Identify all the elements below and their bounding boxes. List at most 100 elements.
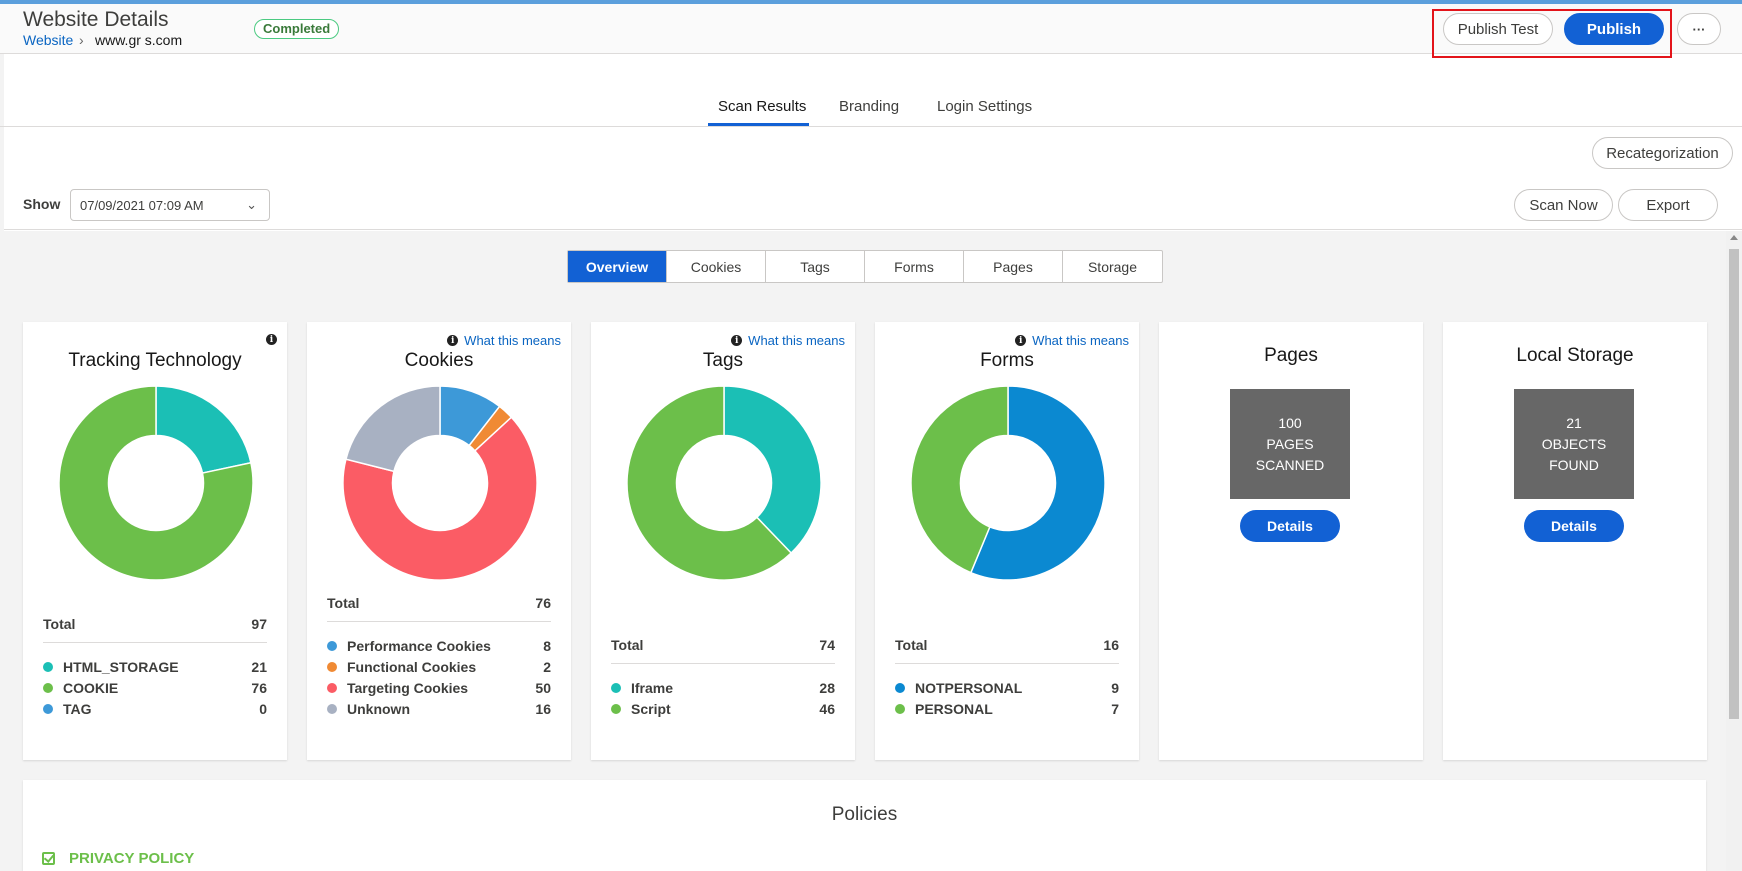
objects-sublabel: FOUND (1549, 456, 1599, 473)
info-icon: i (731, 335, 743, 346)
legend-value: 0 (259, 700, 267, 717)
privacy-policy-item[interactable]: PRIVACY POLICY (42, 850, 194, 867)
legend-label: Performance Cookies (347, 637, 491, 654)
total-value: 76 (535, 595, 551, 611)
scan-now-button[interactable]: Scan Now (1514, 189, 1613, 221)
legend-value: 28 (819, 679, 835, 696)
legend-item: Functional Cookies 2 (327, 656, 551, 677)
legend-item: Unknown 16 (327, 698, 551, 719)
info-icon: i (1015, 335, 1027, 346)
donut-slice-script[interactable] (626, 385, 793, 581)
scan-date-select[interactable]: 07/09/2021 07:09 AM ⌄ (70, 189, 270, 221)
tracking-donut-chart[interactable] (57, 384, 255, 582)
export-button[interactable]: Export (1618, 189, 1718, 221)
cookies-donut-chart[interactable] (341, 384, 539, 582)
what-this-means-link[interactable]: i What this means (447, 333, 561, 348)
legend-dot-icon (43, 703, 53, 714)
legend-value: 16 (535, 700, 551, 717)
pages-card: Pages 100 PAGES SCANNED Details (1159, 322, 1423, 760)
breadcrumb-website-link[interactable]: Website (23, 32, 74, 48)
subtab-storage[interactable]: Storage (1087, 258, 1138, 275)
legend-label: PERSONAL (915, 700, 993, 717)
highlight-box (1432, 9, 1672, 58)
chevron-down-icon: ⌄ (246, 197, 257, 212)
breadcrumb-current: www.gr s.com (95, 32, 183, 48)
legend: HTML_STORAGE 21 COOKIE 76 TAG 0 (43, 656, 267, 719)
publish-button[interactable]: Publish (1564, 13, 1664, 45)
pages-scanned-box: 100 PAGES SCANNED (1230, 389, 1350, 499)
show-label: Show (23, 196, 61, 212)
tags-donut-chart[interactable] (625, 384, 823, 582)
storage-details-button[interactable]: Details (1524, 510, 1624, 542)
subtab-pages[interactable]: Pages (964, 251, 1063, 282)
card-title: Tracking Technology (68, 350, 242, 371)
legend-item: Performance Cookies 8 (327, 635, 551, 656)
legend: Iframe 28 Script 46 (611, 677, 835, 719)
total-row: Total 97 (43, 616, 267, 643)
donut-slice-unknown[interactable] (345, 385, 441, 473)
total-row: Total 74 (611, 637, 835, 664)
subtab-forms[interactable]: Forms (865, 251, 964, 282)
legend-dot-icon (327, 661, 337, 672)
legend-value: 21 (251, 658, 267, 675)
scrollbar-thumb[interactable] (1729, 249, 1739, 719)
legend-value: 8 (543, 637, 551, 654)
tab-scan-results[interactable]: Scan Results (718, 98, 807, 115)
top-accent-stripe (0, 0, 1742, 4)
objects-found-box: 21 OBJECTS FOUND (1514, 389, 1634, 499)
info-icon[interactable]: i (266, 334, 277, 345)
legend-dot-icon (327, 640, 337, 651)
main-tabs: Scan Results Branding Login Settings (0, 94, 1742, 127)
legend: NOTPERSONAL 9 PERSONAL 7 (895, 677, 1119, 719)
donut-slice-iframe[interactable] (723, 385, 822, 555)
legend-label: HTML_STORAGE (63, 658, 179, 675)
overview-content (4, 231, 1726, 871)
total-value: 97 (251, 616, 267, 632)
subtab-overview[interactable]: Overview (568, 251, 667, 282)
page-title: Website Details (23, 8, 169, 31)
cookies-card: i What this means Cookies Total 76 Perfo… (307, 322, 571, 760)
left-edge (0, 4, 4, 871)
forms-donut-chart[interactable] (909, 384, 1107, 582)
card-title: Tags (702, 350, 744, 371)
donut-slice-personal[interactable] (910, 385, 1009, 574)
donut-slice-targeting-cookies[interactable] (342, 416, 538, 581)
donut-slice-cookie[interactable] (58, 385, 254, 581)
total-label: Total (895, 637, 928, 653)
subtab-cookies[interactable]: Cookies (667, 251, 766, 282)
tracking-technology-card: i Tracking Technology Total 97 HTML_STOR… (23, 322, 287, 760)
policies-section: Policies PRIVACY POLICY (23, 780, 1706, 871)
tab-branding[interactable]: Branding (839, 98, 900, 115)
tab-login-settings[interactable]: Login Settings (937, 98, 1033, 115)
info-icon: i (447, 335, 459, 346)
checkbox-checked-icon (42, 852, 55, 865)
pages-details-button[interactable]: Details (1240, 510, 1340, 542)
legend-label: NOTPERSONAL (915, 679, 1023, 696)
what-this-means-link[interactable]: i What this means (1015, 333, 1129, 348)
legend-label: Script (631, 700, 671, 717)
filter-bar: Show 07/09/2021 07:09 AM ⌄ (4, 185, 1742, 230)
donut-slice-html-storage[interactable] (155, 385, 252, 474)
legend-dot-icon (611, 703, 621, 714)
what-this-means-link[interactable]: i What this means (731, 333, 845, 348)
scrollbar[interactable] (1726, 231, 1742, 871)
overview-subtabs: Overview Cookies Tags Forms Pages Storag… (567, 250, 1163, 283)
objects-count: 21 (1566, 414, 1582, 431)
publish-test-button[interactable]: Publish Test (1443, 13, 1553, 45)
legend-dot-icon (611, 682, 621, 693)
legend-value: 46 (819, 700, 835, 717)
subtab-tags[interactable]: Tags (766, 251, 865, 282)
legend-label: TAG (63, 700, 92, 717)
legend: Performance Cookies 8 Functional Cookies 2 T… (327, 635, 551, 719)
donut-slice-notpersonal[interactable] (969, 385, 1106, 581)
pages-count: 100 (1278, 414, 1302, 431)
legend-item: HTML_STORAGE 21 (43, 656, 267, 677)
scroll-up-arrow[interactable] (1730, 235, 1738, 240)
legend-label: COOKIE (63, 679, 119, 696)
recategorization-button[interactable]: Recategorization (1592, 137, 1733, 169)
pages-label: PAGES (1266, 435, 1314, 452)
more-actions-button[interactable]: ··· (1677, 13, 1721, 45)
legend-value: 50 (535, 679, 551, 696)
total-row: Total 76 (327, 595, 551, 622)
legend-label: Functional Cookies (347, 658, 477, 675)
